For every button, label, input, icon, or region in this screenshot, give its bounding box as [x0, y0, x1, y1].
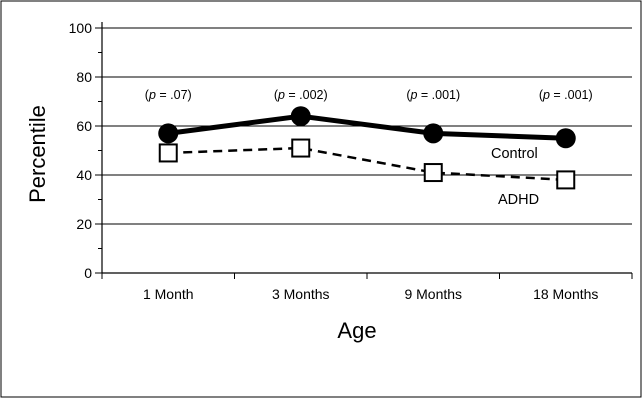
x-tick-label: 3 Months — [272, 286, 330, 302]
y-tick-label: 40 — [76, 167, 92, 183]
label-layer: (p = .07) (p = .002) (p = .001) (p = .001) C… — [145, 88, 593, 208]
p-value-annotation: (p = .001) — [539, 88, 593, 102]
y-tick-label: 100 — [69, 20, 93, 36]
x-tick-label: 1 Month — [143, 286, 194, 302]
series-label-control: Control — [491, 146, 538, 162]
p-value-annotation: (p = .002) — [274, 88, 328, 102]
control-line — [167, 113, 566, 141]
control-point — [158, 123, 179, 144]
y-tick-label: 0 — [84, 265, 92, 281]
control-point — [290, 106, 311, 127]
x-axis-title: Age — [337, 318, 376, 343]
y-tick-label: 80 — [76, 69, 92, 85]
y-tick-label: 20 — [76, 216, 92, 232]
y-axis-title: Percentile — [25, 105, 50, 203]
series-label-adhd: ADHD — [498, 192, 539, 208]
control-point — [555, 128, 576, 149]
control-point — [423, 123, 444, 144]
axis-layer: 0 20 40 60 80 100 1 Month 3 Months 9 Months 18 Mo… — [69, 20, 633, 302]
y-tick-label: 60 — [76, 118, 92, 134]
p-value-annotation: (p = .001) — [406, 88, 460, 102]
adhd-point — [423, 163, 443, 183]
x-tick-label: 9 Months — [404, 286, 462, 302]
adhd-point — [291, 138, 311, 158]
p-value-annotation: (p = .07) — [145, 88, 192, 102]
x-tick-label: 18 Months — [533, 286, 598, 302]
series-layer — [158, 106, 576, 190]
adhd-point — [556, 170, 576, 190]
adhd-point — [158, 143, 178, 163]
adhd-line — [168, 146, 566, 182]
